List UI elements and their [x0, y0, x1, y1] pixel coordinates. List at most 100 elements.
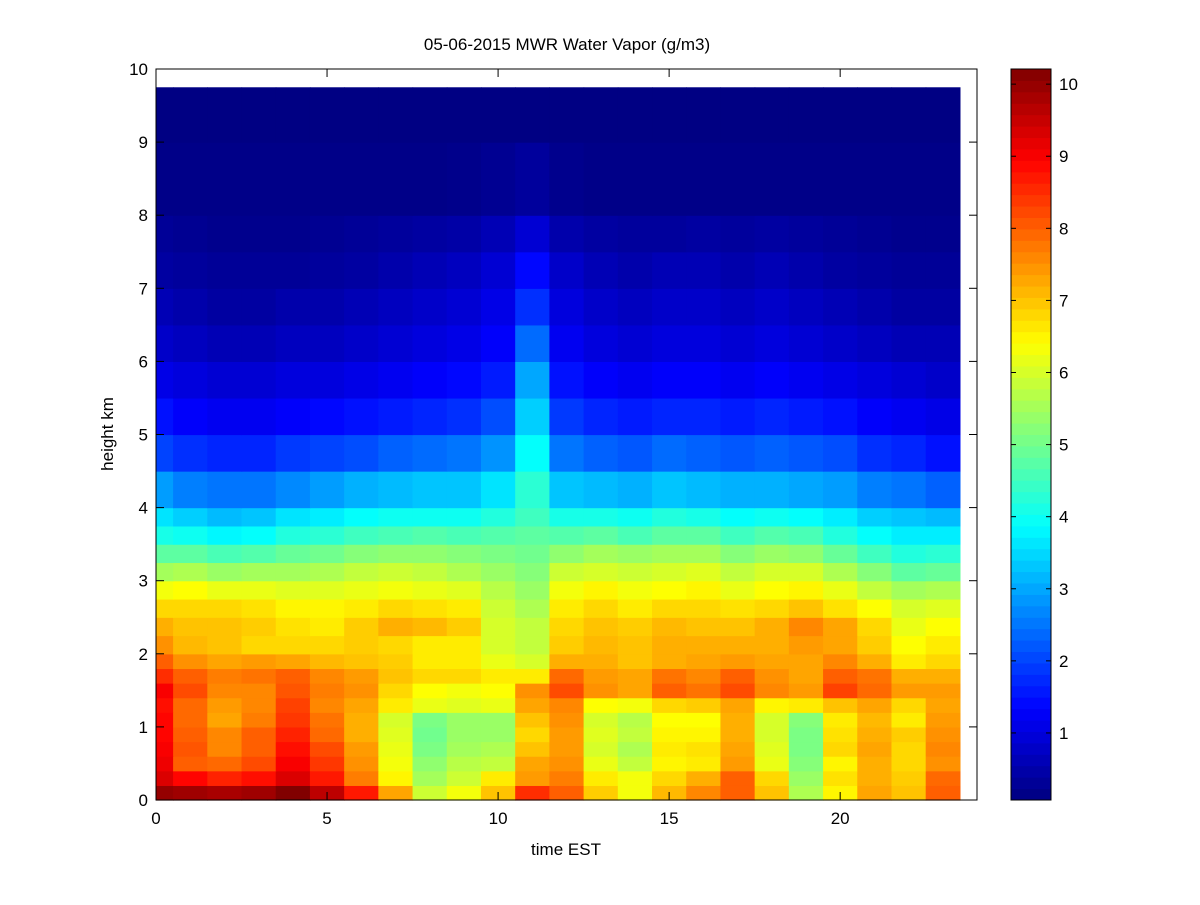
heatmap-cell [652, 324, 687, 362]
heatmap-cell [925, 785, 961, 801]
heatmap-cell [309, 741, 345, 757]
heatmap-cell [515, 507, 550, 527]
heatmap-cell [515, 580, 550, 600]
heatmap-cell [788, 653, 824, 670]
heatmap-cell [652, 635, 687, 655]
heatmap-cell [173, 507, 208, 527]
heatmap-cell [788, 580, 824, 600]
heatmap-cell [412, 770, 448, 786]
heatmap-cell [583, 324, 619, 362]
heatmap-cell [515, 697, 550, 713]
heatmap-cell [309, 87, 345, 143]
heatmap-cell [378, 741, 414, 757]
y-tick-label: 0 [139, 791, 148, 810]
heatmap-cell [480, 635, 516, 655]
colorbar-segment [1011, 400, 1051, 413]
heatmap-cell [788, 142, 824, 216]
heatmap-cell [583, 580, 619, 600]
heatmap-cell [378, 525, 414, 545]
colorbar-tick-label: 7 [1059, 291, 1068, 310]
heatmap-cell [173, 562, 208, 582]
heatmap-cell [207, 215, 243, 253]
heatmap-cell [652, 726, 687, 743]
heatmap-cell [275, 580, 311, 600]
heatmap-cell [480, 361, 516, 399]
heatmap-cell [344, 598, 379, 618]
heatmap-cell [309, 635, 345, 655]
heatmap-cell [652, 697, 687, 713]
heatmap-cell [583, 726, 619, 743]
y-tick-label: 9 [139, 133, 148, 152]
heatmap-cell [344, 580, 379, 600]
heatmap-cell [652, 544, 687, 564]
heatmap-cell [891, 726, 927, 743]
heatmap-cell [754, 635, 790, 655]
heatmap-cell [241, 668, 277, 684]
heatmap-cell [891, 617, 927, 637]
heatmap-cell [412, 741, 448, 757]
heatmap-cell [480, 215, 516, 253]
x-axis-ticks: 0 5 10 15 20 [151, 69, 850, 828]
heatmap-cell [378, 756, 414, 772]
heatmap-cell [156, 562, 174, 582]
heatmap-cell [309, 361, 345, 399]
colorbar-segment [1011, 354, 1051, 367]
heatmap-cell [857, 562, 893, 582]
heatmap-cell [652, 741, 687, 757]
heatmap-cell [549, 507, 585, 527]
colorbar-segment [1011, 160, 1051, 173]
heatmap-cell [241, 635, 277, 655]
heatmap-cell [446, 525, 482, 545]
heatmap-cell [480, 756, 516, 772]
heatmap-cell [156, 251, 174, 289]
heatmap-cell [549, 726, 585, 743]
heatmap-cell [720, 324, 756, 362]
heatmap-cell [515, 251, 550, 289]
heatmap-cell [446, 562, 482, 582]
heatmap-cell [344, 683, 379, 699]
heatmap-cell [207, 770, 243, 786]
heatmap-cell [378, 544, 414, 564]
colorbar-segment [1011, 571, 1051, 584]
heatmap-cell [446, 653, 482, 670]
colorbar-segment [1011, 491, 1051, 504]
colorbar-segment [1011, 388, 1051, 401]
heatmap-cell [275, 712, 311, 728]
heatmap-cell [275, 785, 311, 801]
heatmap-cell [156, 741, 174, 757]
heatmap-cell [549, 653, 585, 670]
heatmap-cell [241, 580, 277, 600]
heatmap-cell [583, 562, 619, 582]
heatmap-cell [173, 712, 208, 728]
heatmap-cell [686, 668, 722, 684]
heatmap-cell [309, 726, 345, 743]
heatmap-cell [241, 471, 277, 509]
heatmap-cell [515, 288, 550, 326]
heatmap-cell [617, 434, 653, 472]
heatmap-cell [788, 434, 824, 472]
colorbar-segment [1011, 171, 1051, 184]
heatmap-cell [925, 635, 961, 655]
heatmap-cell [652, 617, 687, 637]
heatmap-cell [480, 617, 516, 637]
heatmap-cell [652, 683, 687, 699]
heatmap-cell [173, 434, 208, 472]
heatmap-cell [378, 668, 414, 684]
heatmap-cell [617, 580, 653, 600]
heatmap-cell [788, 525, 824, 545]
heatmap-cell [156, 653, 174, 670]
heatmap-cell [156, 617, 174, 637]
heatmap-cell [583, 87, 619, 143]
heatmap-cell [686, 562, 722, 582]
heatmap-cell [891, 142, 927, 216]
colorbar-segment [1011, 445, 1051, 458]
heatmap-cell [241, 741, 277, 757]
heatmap-cell [686, 251, 722, 289]
heatmap-cell [857, 288, 893, 326]
heatmap-cell [686, 683, 722, 699]
heatmap-cell [446, 324, 482, 362]
heatmap-cell [207, 653, 243, 670]
heatmap-cell [207, 361, 243, 399]
heatmap-cell [412, 756, 448, 772]
heatmap-cell [207, 87, 243, 143]
